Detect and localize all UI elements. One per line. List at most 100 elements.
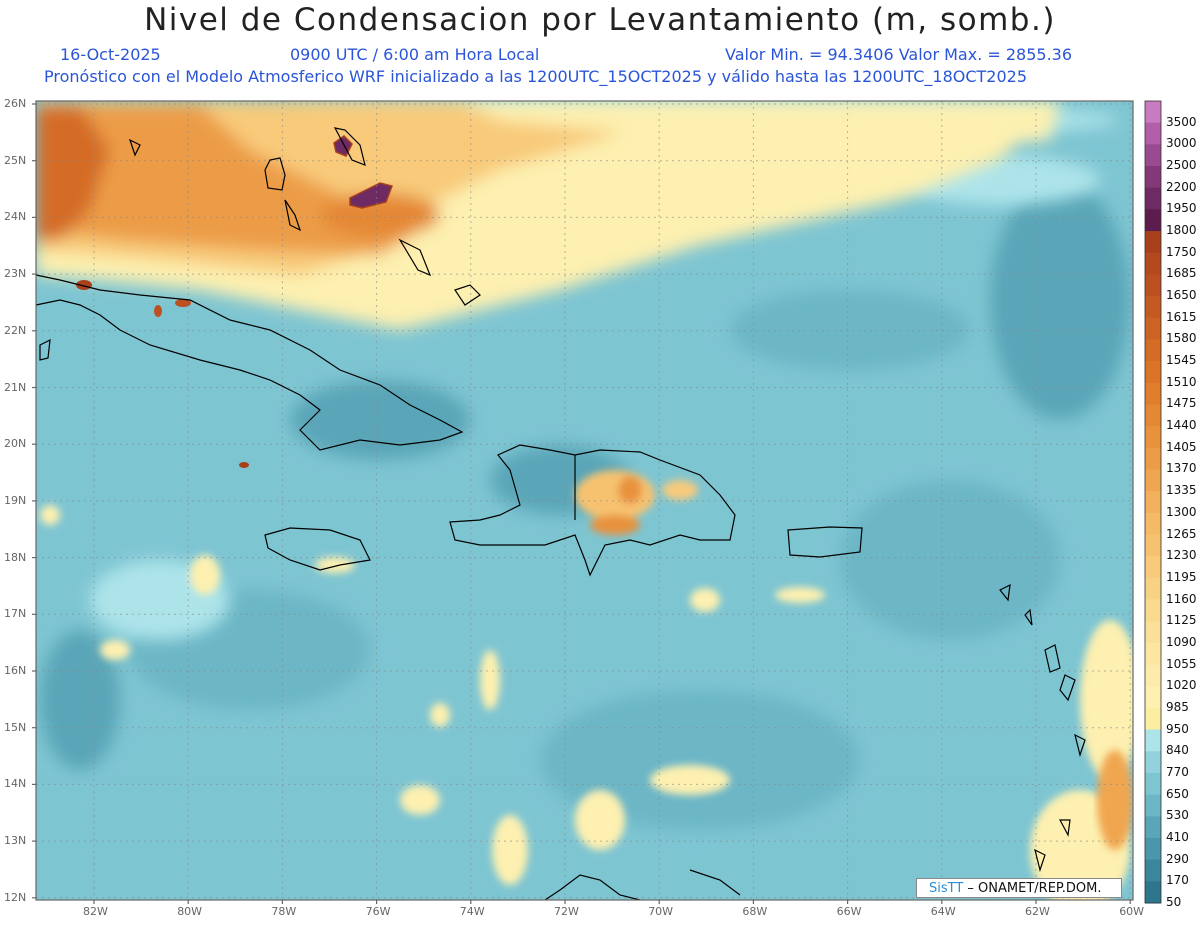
legend-level-label: 3000: [1166, 136, 1197, 151]
legend-level-label: 1265: [1166, 526, 1197, 541]
legend-level-label: 770: [1166, 764, 1189, 779]
legend-swatch: [1145, 837, 1161, 861]
legend-swatch: [1145, 491, 1161, 514]
lon-label: 70W: [648, 905, 674, 918]
lat-label: 17N: [4, 607, 27, 621]
credit-brand: SisTT: [929, 881, 964, 896]
lat-label: 21N: [4, 380, 27, 394]
lat-label: 26N: [4, 97, 27, 110]
lat-label: 25N: [4, 153, 27, 167]
legend-swatch: [1145, 577, 1161, 601]
lon-label: 78W: [271, 905, 297, 918]
legend-level-label: 3500: [1166, 114, 1197, 129]
legend-swatch: [1145, 404, 1161, 427]
legend-swatch: [1145, 339, 1161, 362]
legend-level-label: 1335: [1166, 483, 1197, 498]
lat-label: 13N: [4, 834, 27, 848]
legend-level-label: 530: [1166, 808, 1189, 823]
legend-level-label: 410: [1166, 829, 1189, 844]
legend-swatch: [1145, 729, 1161, 752]
legend-swatch: [1145, 252, 1161, 275]
legend-swatch: [1145, 621, 1161, 644]
legend-swatch: [1145, 166, 1161, 189]
legend-swatch: [1145, 296, 1161, 319]
legend-level-label: 1615: [1166, 309, 1197, 324]
legend-swatch: [1145, 187, 1161, 210]
legend-level-label: 1195: [1166, 569, 1197, 584]
legend-level-label: 1370: [1166, 461, 1197, 476]
lon-label: 64W: [930, 905, 956, 918]
legend-swatch: [1145, 144, 1161, 167]
minmax-label: Valor Min. = 94.3406 Valor Max. = 2855.3…: [725, 45, 1073, 64]
lat-label: 12N: [4, 890, 27, 904]
lat-label: 22N: [4, 323, 27, 337]
lat-label: 14N: [4, 777, 27, 791]
lon-label: 76W: [365, 905, 391, 918]
graticule: [36, 101, 1133, 900]
legend-level-label: 1300: [1166, 504, 1197, 519]
lon-label: 66W: [836, 905, 862, 918]
legend-level-label: 950: [1166, 721, 1189, 736]
legend-swatch: [1145, 512, 1161, 536]
legend-swatch: [1145, 772, 1161, 796]
legend-level-label: 1580: [1166, 331, 1197, 346]
legend-level-label: 290: [1166, 851, 1189, 866]
legend-swatch: [1145, 382, 1161, 405]
lat-label: 24N: [4, 210, 27, 224]
legend-swatch: [1145, 426, 1161, 449]
legend-level-label: 2200: [1166, 179, 1197, 194]
legend-swatch: [1145, 447, 1161, 470]
legend-level-label: 50: [1166, 895, 1182, 909]
lat-label: 15N: [4, 720, 27, 734]
lat-label: 18N: [4, 550, 27, 564]
legend-level-label: 1160: [1166, 591, 1197, 606]
legend-level-label: 170: [1166, 873, 1189, 888]
legend-level-label: 1405: [1166, 439, 1197, 454]
legend-level-label: 1650: [1166, 288, 1197, 303]
legend-swatch: [1145, 101, 1161, 124]
legend-swatch: [1145, 534, 1161, 557]
credit-badge: SisTT – ONAMET/REP.DOM.: [916, 878, 1122, 898]
lon-label: 82W: [83, 905, 108, 918]
legend-swatch: [1145, 469, 1161, 492]
lon-label: 60W: [1119, 905, 1145, 918]
legend-level-label: 1230: [1166, 548, 1197, 563]
legend-swatch: [1145, 686, 1161, 709]
legend-level-label: 1750: [1166, 244, 1197, 259]
page-title: Nivel de Condensacion por Levantamiento …: [144, 2, 1056, 38]
lcl-shading: [36, 101, 1133, 900]
coastlines: [35, 127, 1086, 901]
credit-org: – ONAMET/REP.DOM.: [963, 881, 1102, 896]
legend-swatch: [1145, 664, 1161, 687]
lon-label: 68W: [742, 905, 768, 918]
lon-label: 72W: [554, 905, 579, 918]
legend-swatch: [1145, 361, 1161, 384]
legend-level-label: 1125: [1166, 613, 1197, 628]
legend-swatch: [1145, 707, 1161, 731]
legend-level-label: 1545: [1166, 353, 1197, 368]
legend-level-label: 1020: [1166, 678, 1197, 693]
legend-level-label: 1950: [1166, 201, 1197, 216]
legend-level-label: 1055: [1166, 656, 1197, 671]
legend-swatch: [1145, 816, 1161, 839]
color-legend: [1144, 100, 1162, 904]
model-info: Pronóstico con el Modelo Atmosferico WRF…: [44, 67, 1028, 86]
time-label: 0900 UTC / 6:00 am Hora Local: [290, 45, 540, 64]
legend-swatch: [1145, 794, 1161, 817]
legend-level-label: 1800: [1166, 223, 1197, 238]
legend-swatch: [1145, 881, 1161, 904]
legend-level-label: 2500: [1166, 158, 1197, 173]
legend-level-label: 1475: [1166, 396, 1197, 411]
lat-label: 20N: [4, 437, 27, 451]
legend-level-label: 840: [1166, 743, 1189, 758]
legend-swatch: [1145, 556, 1161, 579]
lat-label: 19N: [4, 493, 27, 507]
lon-label: 74W: [459, 905, 485, 918]
legend-level-label: 650: [1166, 786, 1189, 801]
legend-swatch: [1145, 642, 1161, 666]
legend-swatch: [1145, 209, 1161, 232]
date-label: 16-Oct-2025: [60, 45, 161, 64]
legend-level-label: 1510: [1166, 374, 1197, 389]
legend-level-label: 1440: [1166, 418, 1197, 433]
